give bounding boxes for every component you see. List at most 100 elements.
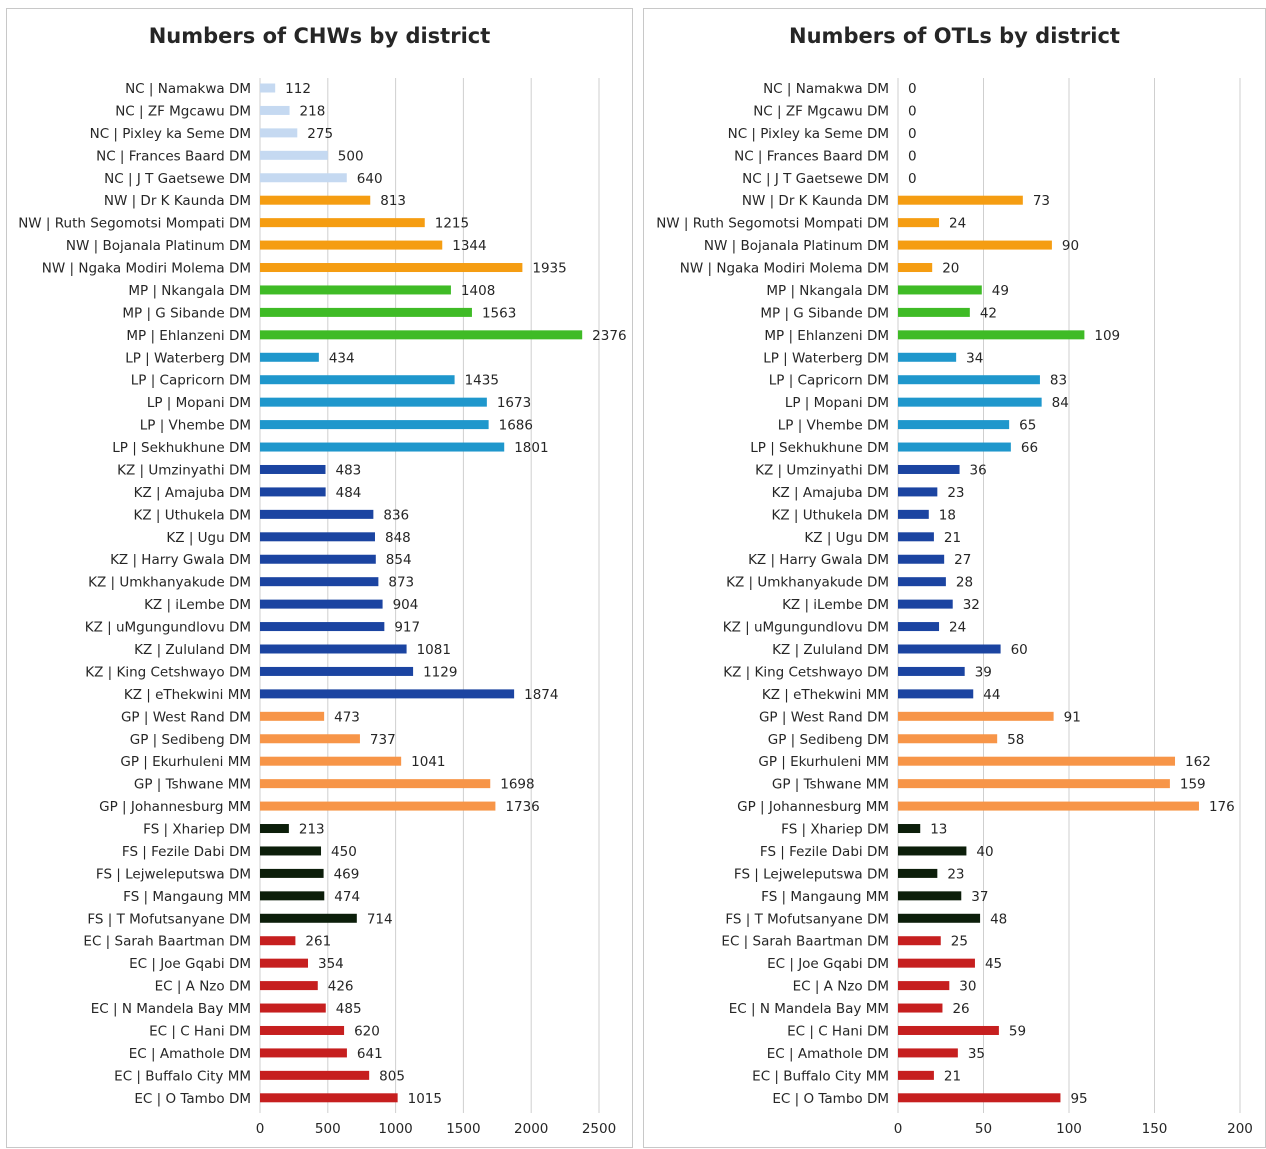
data-label: 1435 <box>465 373 499 389</box>
bar <box>260 150 328 160</box>
category-label: NW | Dr K Kaunda DM <box>104 193 251 209</box>
bar <box>898 330 1085 340</box>
category-label: KZ | Harry Gwala DM <box>110 552 251 568</box>
data-label: 714 <box>367 911 393 927</box>
data-label: 474 <box>334 889 360 905</box>
data-label: 640 <box>357 171 383 187</box>
bar <box>898 532 934 542</box>
data-label: 434 <box>329 350 355 366</box>
chws-chart-panel: Numbers of CHWs by district 0 500 1000 1500… <box>6 8 633 1148</box>
x-tick-label: 0 <box>894 1121 903 1137</box>
x-tick-label: 0 <box>256 1121 265 1137</box>
bar <box>260 734 360 744</box>
data-label: 58 <box>1007 732 1024 748</box>
bar <box>260 756 402 766</box>
category-label: KZ | uMgungundlovu DM <box>85 620 251 636</box>
data-label: 32 <box>963 597 980 613</box>
chart-title: Numbers of OTLs by district <box>789 24 1120 48</box>
category-label: KZ | Harry Gwala DM <box>748 552 889 568</box>
bar <box>898 936 941 946</box>
data-label: 30 <box>959 979 976 995</box>
category-label: EC | Buffalo City MM <box>114 1068 251 1084</box>
category-label: NW | Bojanala Platinum DM <box>704 238 889 254</box>
bar <box>260 307 472 317</box>
data-label: 1081 <box>417 642 451 658</box>
data-label: 24 <box>949 216 966 232</box>
data-label: 37 <box>971 889 988 905</box>
data-label: 25 <box>951 934 968 950</box>
category-label: KZ | eThekwini MM <box>124 687 251 703</box>
category-label: FS | Mangaung MM <box>761 889 889 905</box>
data-label: 60 <box>1011 642 1028 658</box>
bar <box>898 958 975 968</box>
bar <box>260 891 325 901</box>
category-label: EC | A Nzo DM <box>155 979 251 995</box>
category-label: NW | Bojanala Platinum DM <box>66 238 251 254</box>
bar <box>898 240 1052 250</box>
category-label: EC | N Mandela Bay MM <box>91 1001 251 1017</box>
bar <box>898 487 938 497</box>
category-label: FS | Lejweleputswa DM <box>96 866 251 882</box>
data-label: 84 <box>1052 395 1069 411</box>
x-tick-label: 1500 <box>446 1121 480 1137</box>
category-label: KZ | Amajuba DM <box>772 485 889 501</box>
category-label: EC | Joe Gqabi DM <box>767 956 889 972</box>
data-label: 213 <box>299 822 325 838</box>
bar <box>898 464 960 474</box>
bar <box>260 1093 398 1103</box>
category-label: NC | Frances Baard DM <box>96 148 251 164</box>
bar <box>260 1003 326 1013</box>
data-label: 1698 <box>500 777 534 793</box>
category-label: MP | Nkangala DM <box>128 283 251 299</box>
category-label: NC | Pixley ka Seme DM <box>90 126 251 142</box>
category-label: LP | Sekhukhune DM <box>750 440 889 456</box>
bar <box>898 824 921 834</box>
category-label: LP | Waterberg DM <box>125 350 251 366</box>
data-label: 873 <box>388 575 414 591</box>
data-label: 0 <box>908 103 917 119</box>
data-label: 917 <box>394 620 420 636</box>
category-label: NW | Ngaka Modiri Molema DM <box>42 261 251 277</box>
category-label: MP | G Sibande DM <box>760 305 889 321</box>
bar <box>260 532 375 542</box>
category-label: LP | Capricorn DM <box>769 373 889 389</box>
category-label: KZ | Umkhanyakude DM <box>88 575 251 591</box>
bar <box>260 375 455 385</box>
x-tick-label: 100 <box>1056 1121 1082 1137</box>
bar <box>898 218 940 228</box>
data-label: 1563 <box>482 305 516 321</box>
bar <box>260 285 451 295</box>
data-label: 35 <box>968 1046 985 1062</box>
data-label: 24 <box>949 620 966 636</box>
data-label: 48 <box>990 911 1007 927</box>
bar <box>260 218 425 228</box>
data-label: 59 <box>1009 1023 1026 1039</box>
category-label: FS | T Mofutsanyane DM <box>725 911 889 927</box>
category-label: NW | Dr K Kaunda DM <box>742 193 889 209</box>
bar <box>260 913 357 923</box>
category-label: EC | Sarah Baartman DM <box>83 934 251 950</box>
category-label: KZ | King Cetshwayo DM <box>723 664 889 680</box>
category-label: GP | West Rand DM <box>759 709 889 725</box>
data-label: 159 <box>1180 777 1206 793</box>
data-label: 1801 <box>514 440 548 456</box>
bar <box>898 644 1001 654</box>
bar <box>898 263 933 273</box>
x-tick-label: 2500 <box>582 1121 616 1137</box>
category-label: GP | Sedibeng DM <box>768 732 889 748</box>
data-label: 904 <box>393 597 419 613</box>
category-label: LP | Vhembe DM <box>778 418 889 434</box>
category-label: EC | Amathole DM <box>129 1046 251 1062</box>
category-label: NC | ZF Mgcawu DM <box>115 103 251 119</box>
category-label: GP | Johannesburg MM <box>737 799 889 815</box>
data-label: 23 <box>947 485 964 501</box>
data-label: 1408 <box>461 283 495 299</box>
bar <box>898 756 1176 766</box>
category-label: EC | O Tambo DM <box>134 1091 251 1107</box>
data-label: 469 <box>334 866 360 882</box>
data-label: 66 <box>1021 440 1038 456</box>
bar <box>260 464 326 474</box>
category-label: LP | Waterberg DM <box>763 350 889 366</box>
chws-bar-chart: 0 500 1000 1500 2000 2500 NC | Namakwa DM 112 NC… <box>18 78 627 1137</box>
category-label: NC | J T Gaetsewe DM <box>742 171 889 187</box>
